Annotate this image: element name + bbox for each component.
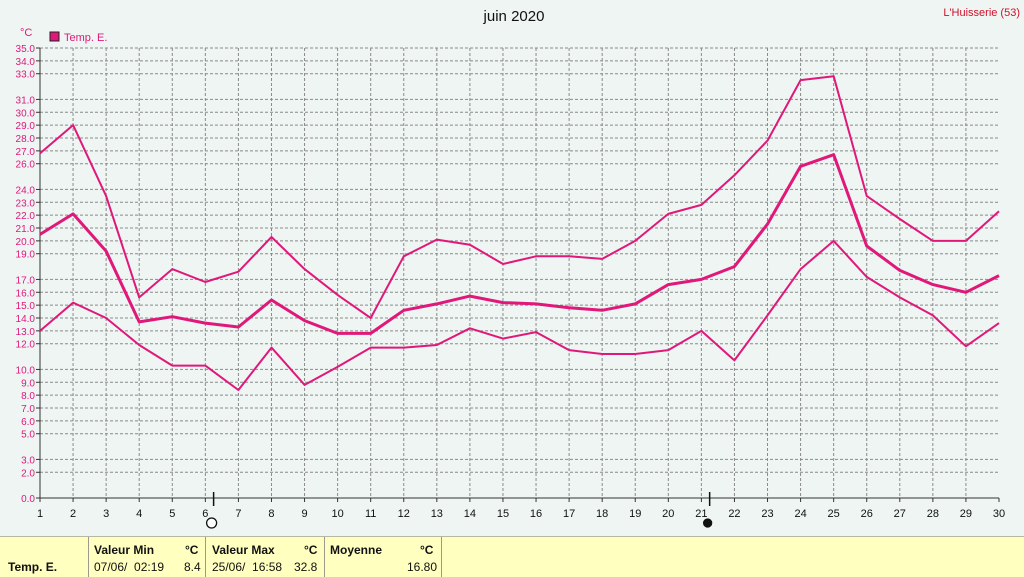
grid bbox=[39, 47, 999, 499]
x-tick-label: 10 bbox=[331, 508, 343, 520]
x-tick-label: 6 bbox=[202, 508, 208, 520]
y-tick-label: 26.0 bbox=[16, 160, 36, 171]
y-tick-label: 2.0 bbox=[21, 468, 35, 479]
y-tick-label: 24.0 bbox=[16, 185, 36, 196]
y-tick-label: 3.0 bbox=[21, 455, 35, 466]
y-tick-label: 16.0 bbox=[16, 288, 36, 299]
min-header: Valeur Min bbox=[94, 543, 155, 557]
y-tick-label: 0.0 bbox=[21, 494, 35, 505]
stats-max-cell: Valeur Max °C 25/06/ 16:58 32.8 bbox=[206, 537, 325, 577]
avg-header: Moyenne bbox=[330, 543, 383, 557]
y-tick-label: 28.0 bbox=[16, 134, 36, 145]
x-tick-label: 19 bbox=[629, 508, 641, 520]
y-tick-label: 17.0 bbox=[16, 275, 36, 286]
x-tick-label: 4 bbox=[136, 508, 142, 520]
y-tick-label: 14.0 bbox=[16, 314, 36, 325]
x-tick-label: 29 bbox=[960, 508, 972, 520]
x-tick-label: 30 bbox=[993, 508, 1005, 520]
y-tick-label: 12.0 bbox=[16, 340, 36, 351]
full-moon-icon bbox=[205, 517, 218, 529]
y-tick-label: 31.0 bbox=[16, 95, 36, 106]
min-unit: °C bbox=[185, 543, 199, 557]
x-tick-label: 17 bbox=[563, 508, 575, 520]
y-tick-label: 34.0 bbox=[16, 57, 36, 68]
min-value: 8.4 bbox=[184, 560, 201, 574]
x-tick-label: 26 bbox=[861, 508, 873, 520]
moon-phases bbox=[205, 492, 713, 529]
max-unit: °C bbox=[304, 543, 318, 557]
x-tick-label: 27 bbox=[894, 508, 906, 520]
stats-avg-cell: Moyenne °C 16.80 bbox=[325, 537, 442, 577]
y-axis-unit: °C bbox=[20, 27, 32, 39]
x-tick-label: 25 bbox=[828, 508, 840, 520]
series-line-max bbox=[39, 75, 1000, 319]
new-moon-icon bbox=[702, 518, 713, 528]
series-line-mean bbox=[39, 153, 1000, 335]
stats-label-cell: Temp. E. bbox=[0, 537, 89, 577]
y-tick-label: 7.0 bbox=[21, 404, 35, 415]
y-tick-label: 5.0 bbox=[21, 430, 35, 441]
x-tick-label: 14 bbox=[464, 508, 476, 520]
x-tick-label: 16 bbox=[530, 508, 542, 520]
chart-title: juin 2020 bbox=[483, 8, 545, 25]
x-tick-label: 8 bbox=[268, 508, 274, 520]
avg-unit: °C bbox=[420, 543, 434, 557]
x-tick-label: 11 bbox=[365, 508, 376, 520]
x-tick-label: 7 bbox=[235, 508, 241, 520]
y-tick-label: 20.0 bbox=[16, 237, 36, 248]
stats-min-cell: Valeur Min °C 07/06/ 02:19 8.4 bbox=[89, 537, 206, 577]
y-tick-label: 30.0 bbox=[16, 108, 36, 119]
y-axis-ticks: 0.0 2.0 3.0 5.0 6.0 7.0 8.0 9.0 10.0 12.0 13.0 14.0… bbox=[16, 44, 40, 505]
y-tick-label: 10.0 bbox=[16, 365, 36, 376]
x-tick-label: 21 bbox=[695, 508, 707, 520]
x-tick-label: 9 bbox=[301, 508, 307, 520]
y-tick-label: 22.0 bbox=[16, 211, 36, 222]
x-tick-label: 5 bbox=[169, 508, 175, 520]
max-date: 25/06/ 16:58 bbox=[212, 560, 283, 574]
y-tick-label: 29.0 bbox=[16, 121, 36, 132]
y-tick-label: 6.0 bbox=[21, 417, 35, 428]
stats-panel: Temp. E. Valeur Min °C 07/06/ 02:19 8.4 … bbox=[0, 536, 1024, 577]
x-tick-label: 3 bbox=[103, 508, 109, 520]
x-tick-label: 23 bbox=[761, 508, 773, 520]
x-axis-ticks: 1 2 3 4 5 6 7 8 9 10 11 12 13 14 15 16 17 18 19 20 21 22 23 24 2… bbox=[37, 498, 1005, 520]
y-tick-label: 13.0 bbox=[16, 327, 36, 338]
x-tick-label: 15 bbox=[497, 508, 509, 520]
max-header: Valeur Max bbox=[212, 543, 275, 557]
y-tick-label: 9.0 bbox=[21, 378, 35, 389]
temperature-chart: juin 2020 L'Huisserie (53) Temp. E. °C 0… bbox=[16, 7, 1020, 529]
station-name: L'Huisserie (53) bbox=[943, 7, 1020, 19]
series-lines bbox=[39, 75, 1000, 391]
avg-value: 16.80 bbox=[407, 560, 438, 574]
legend-swatch bbox=[49, 31, 60, 42]
x-tick-label: 12 bbox=[398, 508, 410, 520]
y-tick-label: 35.0 bbox=[16, 44, 36, 55]
y-tick-label: 21.0 bbox=[16, 224, 36, 235]
y-tick-label: 33.0 bbox=[16, 70, 36, 81]
x-tick-label: 2 bbox=[70, 508, 76, 520]
stats-row-label: Temp. E. bbox=[8, 560, 58, 574]
legend-label: Temp. E. bbox=[64, 32, 107, 44]
y-tick-label: 15.0 bbox=[16, 301, 36, 312]
min-date: 07/06/ 02:19 bbox=[94, 560, 165, 574]
x-tick-label: 28 bbox=[927, 508, 939, 520]
x-tick-label: 1 bbox=[37, 508, 43, 520]
series-line-min bbox=[39, 239, 1000, 391]
x-tick-label: 13 bbox=[431, 508, 443, 520]
y-tick-label: 27.0 bbox=[16, 147, 36, 158]
max-value: 32.8 bbox=[294, 560, 318, 574]
y-tick-label: 23.0 bbox=[16, 198, 36, 209]
x-tick-label: 20 bbox=[662, 508, 674, 520]
x-tick-label: 22 bbox=[728, 508, 740, 520]
y-tick-label: 8.0 bbox=[21, 391, 35, 402]
x-tick-label: 18 bbox=[596, 508, 608, 520]
x-tick-label: 24 bbox=[794, 508, 806, 520]
y-tick-label: 19.0 bbox=[16, 250, 36, 261]
